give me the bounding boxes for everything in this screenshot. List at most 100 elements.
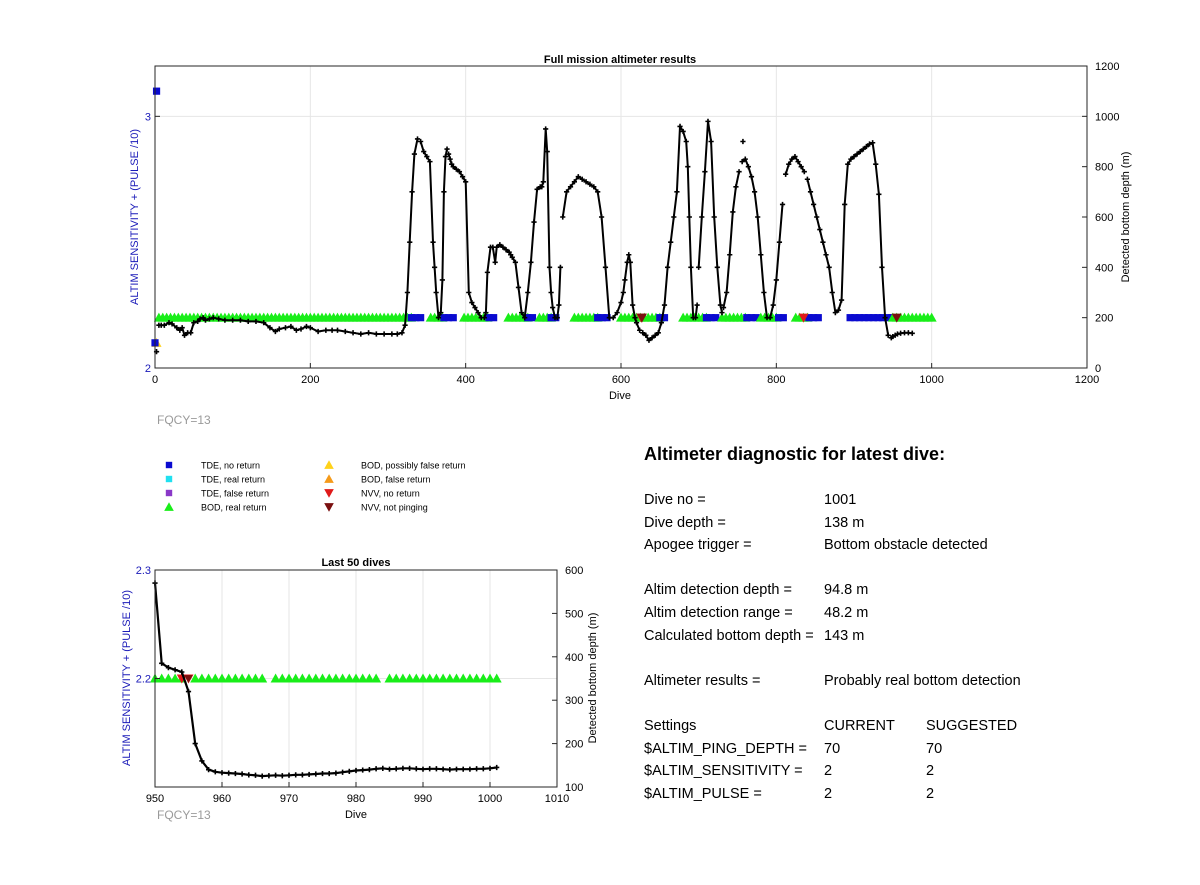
depth-point [161, 322, 167, 328]
bod-marker [297, 673, 308, 683]
depth-point [509, 254, 515, 260]
depth-point [792, 154, 798, 160]
depth-point [413, 766, 419, 772]
tde-marker [407, 314, 415, 322]
tde-marker [660, 314, 669, 322]
setting-current: 70 [824, 740, 841, 757]
depth-point [745, 164, 751, 170]
depth-point [432, 264, 438, 270]
depth-point [494, 764, 500, 771]
legend-marker [324, 474, 334, 483]
depth-point [811, 201, 817, 208]
depth-point [683, 138, 689, 145]
tde-marker [851, 314, 859, 322]
depth-point [668, 239, 674, 245]
depth-point [179, 669, 185, 675]
depth-point [333, 770, 339, 776]
marker-legend: TDE, no return TDE, real return TDE, false… [164, 460, 466, 513]
depth-point [386, 766, 393, 772]
depth-point [433, 289, 439, 296]
tde-marker [524, 314, 532, 322]
bod-marker [203, 673, 214, 683]
depth-point [618, 299, 624, 306]
tde-marker [712, 314, 720, 322]
bod-marker [170, 673, 181, 683]
depth-point [466, 289, 472, 296]
depth-point [474, 766, 480, 772]
bottom-chart-ticks: 950 960 970 980 990 1000 1010 2.2 2.3 100 200 300 40… [136, 565, 584, 805]
altimeter-results-value: Probably real bottom detection [824, 672, 1021, 689]
depth-point [873, 161, 879, 167]
depth-point [480, 766, 486, 772]
depth-point [165, 665, 171, 671]
settings-header-suggested: SUGGESTED [926, 717, 1018, 734]
y-right-tick-label: 600 [1095, 212, 1113, 224]
x-tick-label: 950 [146, 793, 164, 805]
depth-point [450, 164, 456, 170]
depth-point [407, 239, 413, 245]
x-tick-label: 970 [280, 793, 298, 805]
top-chart-xlabel: Dive [609, 390, 631, 402]
depth-point [366, 767, 372, 773]
depth-point [583, 179, 589, 185]
depth-point [835, 307, 842, 313]
depth-point [717, 302, 724, 308]
depth-point [789, 156, 795, 162]
depth-point [245, 318, 251, 325]
legend-marker [165, 461, 173, 469]
depth-point [515, 284, 522, 291]
settings-header-row: Settings CURRENT SUGGESTED [644, 715, 1164, 738]
tde-marker [656, 314, 664, 322]
depth-point [169, 321, 175, 327]
depth-point [222, 317, 228, 323]
depth-point [649, 335, 655, 341]
y-left-tick-label: 2 [145, 363, 151, 375]
depth-point [272, 328, 278, 335]
depth-point [273, 772, 279, 778]
depth-point [230, 317, 236, 323]
bod-marker [196, 673, 207, 683]
bottom-fqcy-label: FQCY=13 [157, 808, 211, 822]
depth-point [686, 214, 692, 220]
depth-point [159, 660, 165, 666]
depth-point [579, 176, 585, 182]
depth-point [632, 315, 638, 321]
tde-marker [874, 314, 882, 322]
bod-marker [364, 673, 375, 683]
depth-point [472, 305, 478, 311]
y-left-tick-label: 3 [145, 111, 151, 123]
nvv-marker [636, 313, 647, 323]
depth-point [674, 189, 680, 195]
altimeter-diagnostic-panel: Altimeter diagnostic for latest dive: Di… [644, 444, 1164, 805]
depth-point [358, 331, 364, 337]
depth-point [239, 771, 245, 777]
depth-point [210, 315, 216, 321]
depth-point [720, 305, 727, 311]
tde-marker [779, 314, 787, 322]
depth-point [739, 159, 745, 165]
x-tick-label: 800 [767, 374, 785, 386]
tde-marker [485, 314, 493, 322]
bod-marker [317, 673, 328, 683]
depth-point [303, 323, 310, 330]
y-right-tick-label: 500 [565, 608, 583, 620]
tde-marker [440, 314, 448, 322]
depth-point [543, 126, 549, 132]
depth-point [197, 316, 203, 322]
depth-point [181, 332, 188, 338]
depth-point [804, 176, 810, 182]
depth-point [829, 289, 835, 296]
tde-marker [702, 314, 711, 322]
bod-marker [330, 673, 341, 683]
depth-point [857, 148, 863, 155]
legend-label: TDE, no return [201, 461, 260, 471]
depth-point [409, 189, 415, 195]
bod-marker [451, 673, 462, 683]
legend-label: TDE, real return [201, 475, 265, 485]
depth-point [848, 156, 854, 162]
depth-point [172, 667, 178, 673]
depth-point [736, 169, 742, 175]
depth-point [751, 189, 758, 195]
depth-point [814, 214, 820, 220]
depth-point [539, 184, 545, 190]
